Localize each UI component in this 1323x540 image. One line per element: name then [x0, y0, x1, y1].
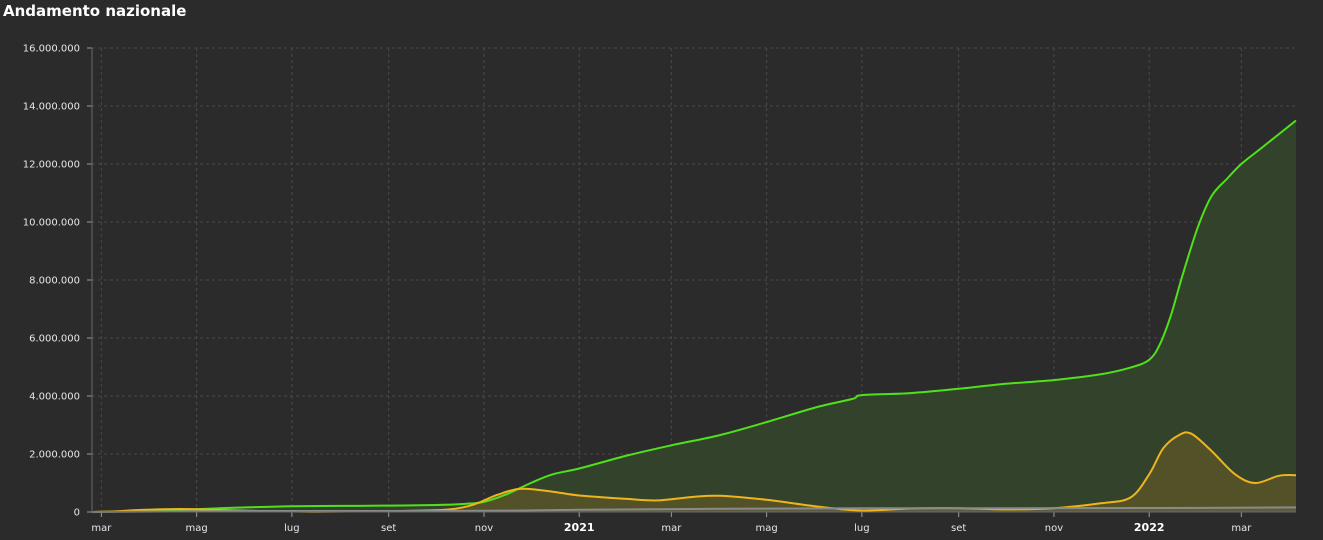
x-tick-label: set	[381, 523, 396, 534]
x-tick-label: mag	[756, 523, 778, 534]
x-tick-label: set	[951, 523, 966, 534]
x-tick-label: mag	[186, 523, 208, 534]
y-tick-label: 10.000.000	[23, 218, 80, 229]
y-tick-label: 6.000.000	[29, 334, 80, 345]
x-tick-label: 2022	[1134, 521, 1165, 534]
series-line-gray	[91, 506, 1297, 513]
x-tick-label: mar	[661, 523, 682, 534]
y-tick-label: 16.000.000	[23, 44, 80, 55]
series-line-green	[91, 119, 1297, 513]
x-tick-label: lug	[854, 523, 869, 534]
x-tick-label: mar	[1231, 523, 1252, 534]
x-tick-label: mar	[91, 523, 112, 534]
x-tick-label: nov	[1045, 523, 1063, 534]
x-tick-label: nov	[475, 523, 493, 534]
y-tick-label: 2.000.000	[29, 450, 80, 461]
y-tick-label: 0	[74, 508, 80, 519]
y-tick-label: 8.000.000	[29, 276, 80, 287]
page-title: Andamento nazionale	[3, 2, 187, 20]
y-tick-label: 12.000.000	[23, 160, 80, 171]
y-tick-label: 4.000.000	[29, 392, 80, 403]
x-tick-label: 2021	[564, 521, 595, 534]
x-tick-label: lug	[284, 523, 299, 534]
y-tick-label: 14.000.000	[23, 102, 80, 113]
axes: 0 2.000.000 4.000.000 6.000.000 8.000.000 10.…	[23, 44, 1296, 534]
series-areas	[92, 120, 1296, 512]
series-area-yellow	[92, 432, 1296, 512]
series-area-green	[92, 120, 1296, 512]
